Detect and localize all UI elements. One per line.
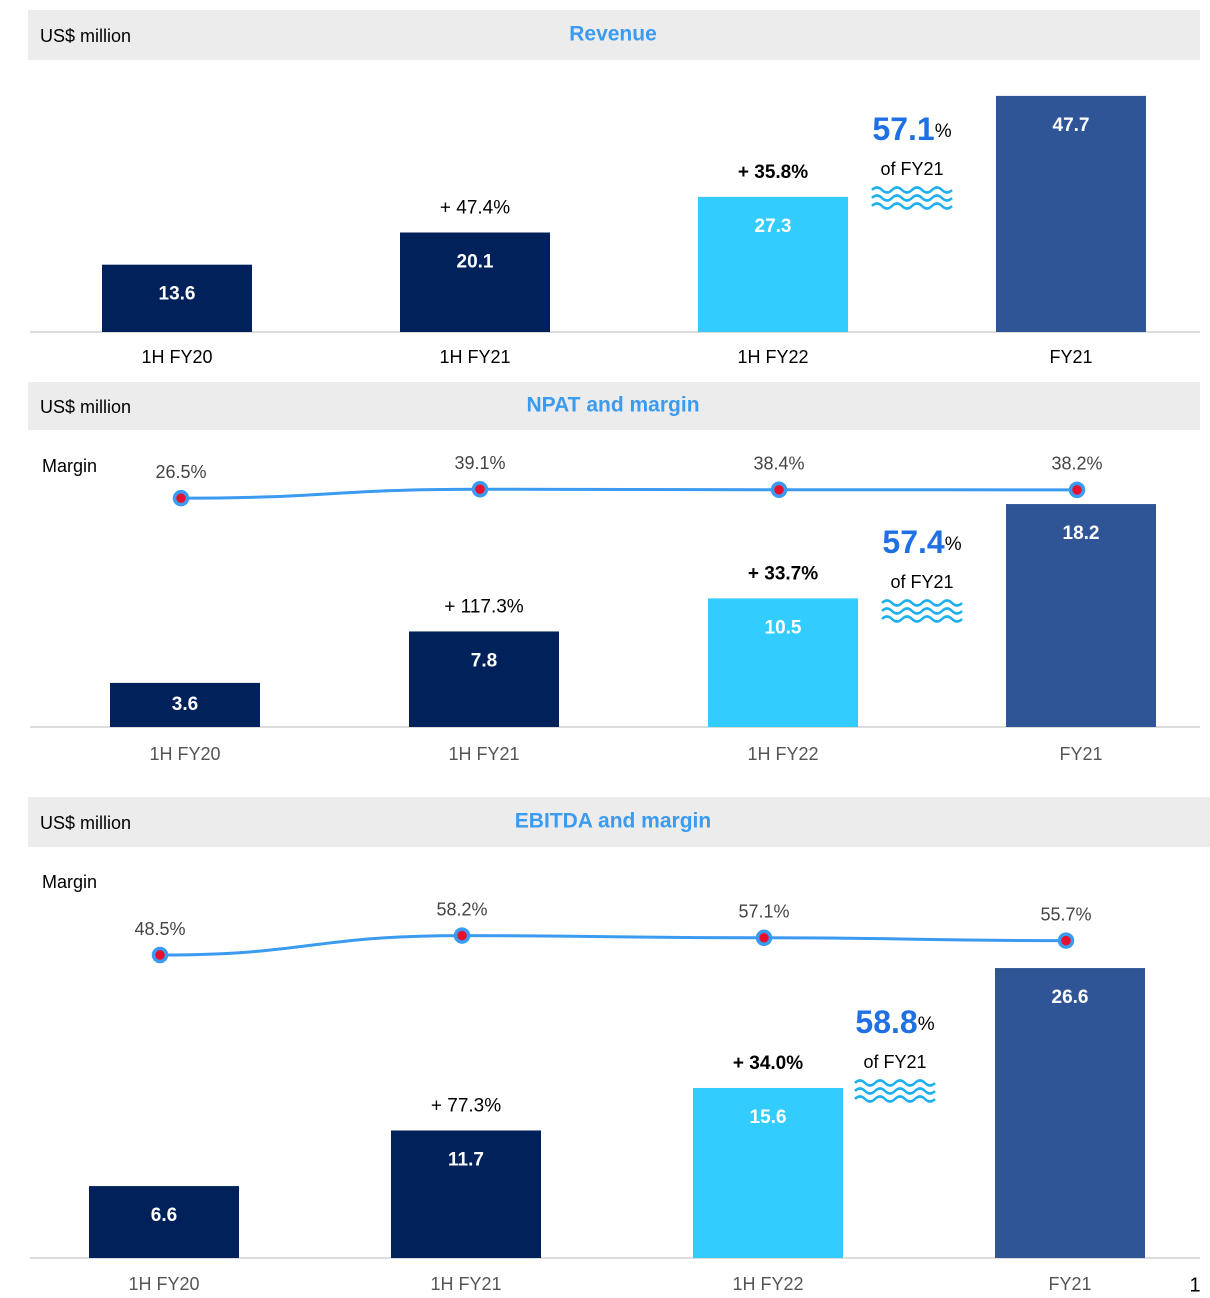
margin-marker xyxy=(770,481,788,498)
margin-marker xyxy=(755,929,773,947)
category-label: 1H FY21 xyxy=(439,347,510,367)
bar-value-label: 3.6 xyxy=(172,694,198,715)
share-unit: % xyxy=(935,121,952,142)
bar-value-label: 7.8 xyxy=(471,650,497,671)
header-band xyxy=(28,382,1200,430)
category-label: 1H FY22 xyxy=(747,744,818,764)
page-number: 1 xyxy=(1189,1274,1200,1296)
margin-value-label: 48.5% xyxy=(134,919,185,939)
category-label: 1H FY20 xyxy=(149,744,220,764)
bar xyxy=(693,1087,843,1258)
bar xyxy=(1006,504,1156,727)
bar-value-label: 26.6 xyxy=(1052,987,1089,1008)
category-label: FY21 xyxy=(1049,347,1092,367)
share-unit: % xyxy=(918,1014,935,1035)
growth-label: + 77.3% xyxy=(431,1095,501,1116)
share-value: 57.1 xyxy=(872,111,934,147)
chart-title: Revenue xyxy=(569,23,657,46)
margin-marker xyxy=(172,489,190,507)
margin-line xyxy=(159,934,1067,957)
bar xyxy=(708,598,858,727)
share-annotation: 58.8% xyxy=(855,1004,934,1040)
bar-value-label: 20.1 xyxy=(457,252,494,273)
share-annotation: 57.1% xyxy=(872,111,951,147)
category-label: 1H FY21 xyxy=(448,744,519,764)
share-annotation: 57.4% xyxy=(882,524,961,560)
category-label: FY21 xyxy=(1059,744,1102,764)
margin-value-label: 39.1% xyxy=(454,453,505,473)
bar xyxy=(102,264,252,332)
chart-title: EBITDA and margin xyxy=(515,810,711,833)
chart-panel: US$ million Revenue 13.6 1H FY20 20.1 1H FY21… xyxy=(28,10,1200,367)
share-value: 58.8 xyxy=(855,1004,917,1040)
growth-label: + 117.3% xyxy=(444,596,524,617)
header-band xyxy=(28,797,1210,847)
unit-label: US$ million xyxy=(40,397,131,417)
bar-value-label: 6.6 xyxy=(151,1205,177,1226)
share-text: of FY21 xyxy=(880,159,943,179)
bar-value-label: 18.2 xyxy=(1063,523,1100,544)
wave-icon xyxy=(871,194,953,202)
margin-value-label: 55.7% xyxy=(1040,904,1091,924)
bar xyxy=(89,1186,239,1258)
wave-icon xyxy=(854,1079,936,1087)
growth-label: + 47.4% xyxy=(440,198,510,219)
margin-label: Margin xyxy=(42,872,97,892)
wave-icon xyxy=(881,615,963,623)
wave-icon xyxy=(881,599,963,607)
margin-marker xyxy=(453,927,471,944)
margin-marker xyxy=(1068,481,1086,499)
growth-label: + 34.0% xyxy=(733,1053,803,1074)
bar xyxy=(110,682,260,727)
bar xyxy=(698,196,848,332)
bar xyxy=(995,968,1145,1258)
chart-title: NPAT and margin xyxy=(526,394,699,417)
margin-value-label: 57.1% xyxy=(738,902,789,922)
bar xyxy=(400,232,550,332)
bar xyxy=(409,631,559,727)
bar-value-label: 10.5 xyxy=(765,617,802,638)
bar-value-label: 11.7 xyxy=(448,1149,484,1170)
share-text: of FY21 xyxy=(863,1052,926,1072)
growth-label: + 33.7% xyxy=(748,563,818,584)
bar xyxy=(391,1130,541,1258)
category-label: 1H FY20 xyxy=(141,347,212,367)
share-text: of FY21 xyxy=(890,572,953,592)
margin-value-label: 38.2% xyxy=(1051,454,1102,474)
margin-label: Margin xyxy=(42,456,97,476)
bar-value-label: 15.6 xyxy=(750,1107,787,1128)
wave-icon xyxy=(854,1095,936,1103)
unit-label: US$ million xyxy=(40,813,131,833)
bar xyxy=(996,95,1146,332)
category-label: FY21 xyxy=(1048,1274,1091,1294)
unit-label: US$ million xyxy=(40,26,131,46)
growth-label: + 35.8% xyxy=(738,162,808,183)
category-label: 1H FY21 xyxy=(430,1274,501,1294)
category-label: 1H FY20 xyxy=(128,1274,199,1294)
margin-marker xyxy=(471,480,489,498)
bar-value-label: 47.7 xyxy=(1053,115,1090,136)
margin-marker xyxy=(1057,932,1075,949)
wave-icon xyxy=(881,607,963,615)
share-unit: % xyxy=(945,534,962,555)
bar-value-label: 13.6 xyxy=(159,284,196,305)
margin-line xyxy=(180,487,1078,500)
margin-value-label: 58.2% xyxy=(436,899,487,919)
category-label: 1H FY22 xyxy=(732,1274,803,1294)
chart-panel: US$ million NPAT and margin 3.6 1H FY20 7.8 1… xyxy=(28,382,1200,764)
margin-value-label: 38.4% xyxy=(753,453,804,473)
share-value: 57.4 xyxy=(882,524,944,560)
category-label: 1H FY22 xyxy=(737,347,808,367)
margin-marker xyxy=(151,946,169,964)
bar-value-label: 27.3 xyxy=(755,216,792,237)
wave-icon xyxy=(871,202,953,210)
wave-icon xyxy=(854,1087,936,1095)
wave-icon xyxy=(871,186,953,194)
margin-value-label: 26.5% xyxy=(155,462,206,482)
header-band xyxy=(28,10,1200,60)
